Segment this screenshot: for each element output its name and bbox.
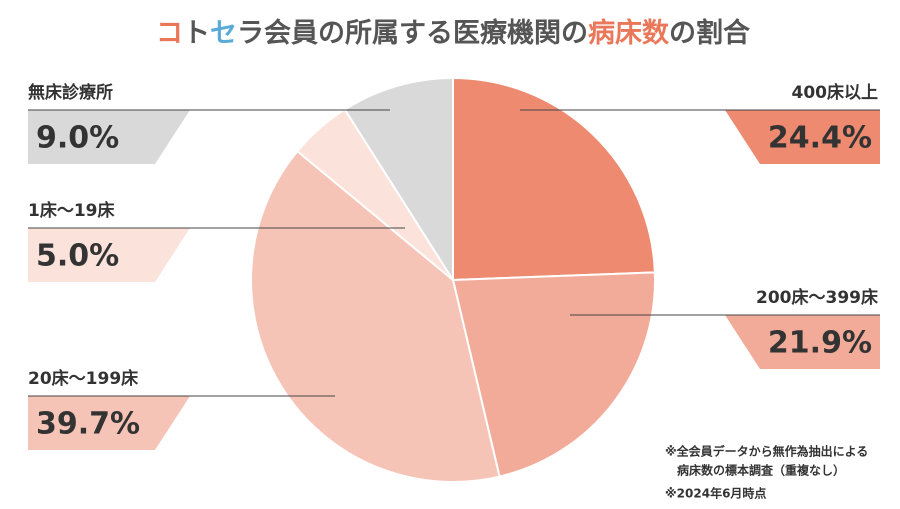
pie-slice: [250, 149, 501, 483]
value-box: [725, 110, 880, 164]
category-label: 無床診療所: [28, 82, 113, 103]
title-part: コ: [156, 18, 183, 49]
title-part: セ: [210, 18, 237, 49]
pie-slice: [452, 76, 656, 282]
note: ※2024年6月時点: [665, 486, 766, 501]
value-box: [28, 228, 190, 282]
note: ※全会員データから無作為抽出による: [665, 444, 868, 459]
category-label: 20床～199床: [28, 368, 139, 389]
value-box: [28, 396, 190, 450]
value-label: 39.7%: [36, 407, 140, 442]
pie-slice: [451, 271, 656, 478]
value-label: 5.0%: [36, 239, 119, 274]
category-label: 200床～399床: [756, 287, 879, 308]
pie-slice: [343, 76, 454, 284]
title-part: 病床数: [588, 17, 670, 49]
category-label: 400床以上: [792, 82, 879, 103]
note: 病床数の標本調査（重複なし）: [677, 463, 845, 478]
value-label: 9.0%: [36, 121, 119, 156]
value-box: [725, 315, 880, 369]
value-box: [28, 110, 190, 164]
category-label: 1床～19床: [28, 200, 115, 221]
title-part: ト: [183, 18, 210, 49]
title-part: の割合: [669, 17, 750, 49]
value-label: 24.4%: [768, 121, 872, 156]
value-label: 21.9%: [768, 326, 872, 361]
chart-title: コトセラ会員の所属する医療機関の病床数の割合: [156, 17, 750, 49]
title-part: ラ会員の所属する医療機関の: [237, 18, 588, 49]
